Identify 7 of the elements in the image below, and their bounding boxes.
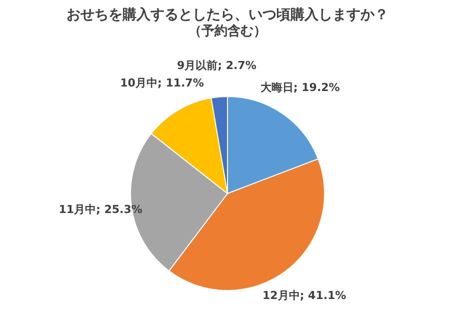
slice-label: 11月中; 25.3% [58, 202, 142, 216]
slice-label: 大晦日; 19.2% [260, 81, 340, 94]
chart-title: おせちを購入するとしたら、いつ頃購入しますか？ [66, 7, 388, 23]
slice-label: 10月中; 11.7% [120, 76, 204, 90]
slice-label: 12月中; 41.1% [262, 288, 346, 302]
slice-label: 9月以前; 2.7% [176, 58, 256, 72]
chart-subtitle: （予約含む） [188, 23, 266, 39]
